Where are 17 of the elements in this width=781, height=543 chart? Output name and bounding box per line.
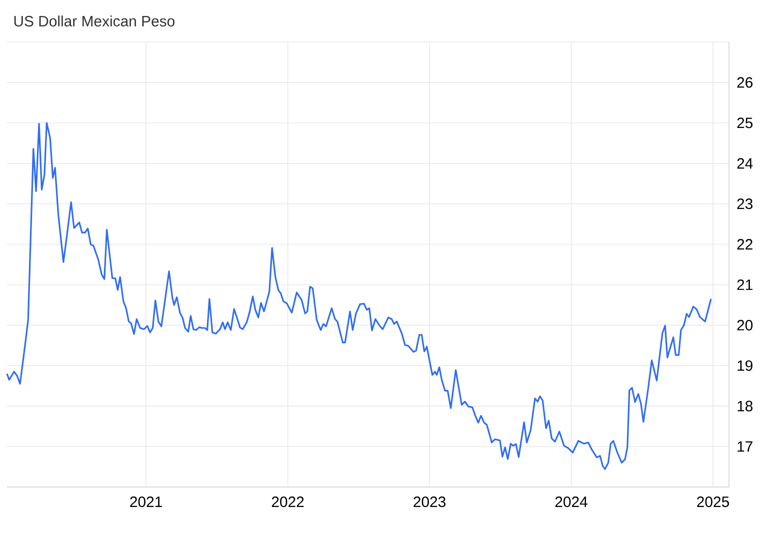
y-tick-label: 17 xyxy=(738,441,752,452)
y-tick-label: 23 xyxy=(737,198,752,210)
y-tick-label: 25 xyxy=(737,118,753,128)
y-tick-label: 22 xyxy=(737,239,752,250)
line-series xyxy=(6,122,712,470)
x-tick-label: 2022 xyxy=(272,496,304,508)
x-tick-label: 2025 xyxy=(697,496,729,508)
y-tick-label: 18 xyxy=(738,400,752,412)
y-tick-label: 24 xyxy=(737,158,753,169)
y-tick-label: 19 xyxy=(738,360,752,371)
x-tick-label: 2021 xyxy=(130,496,162,508)
y-tick-label: 26 xyxy=(737,77,752,88)
x-tick-label: 2024 xyxy=(555,496,588,508)
chart-title: US Dollar Mexican Peso xyxy=(14,16,175,26)
y-tick-label: 20 xyxy=(737,320,753,330)
y-tick-label: 21 xyxy=(737,279,752,290)
x-tick-label: 2023 xyxy=(414,496,446,508)
